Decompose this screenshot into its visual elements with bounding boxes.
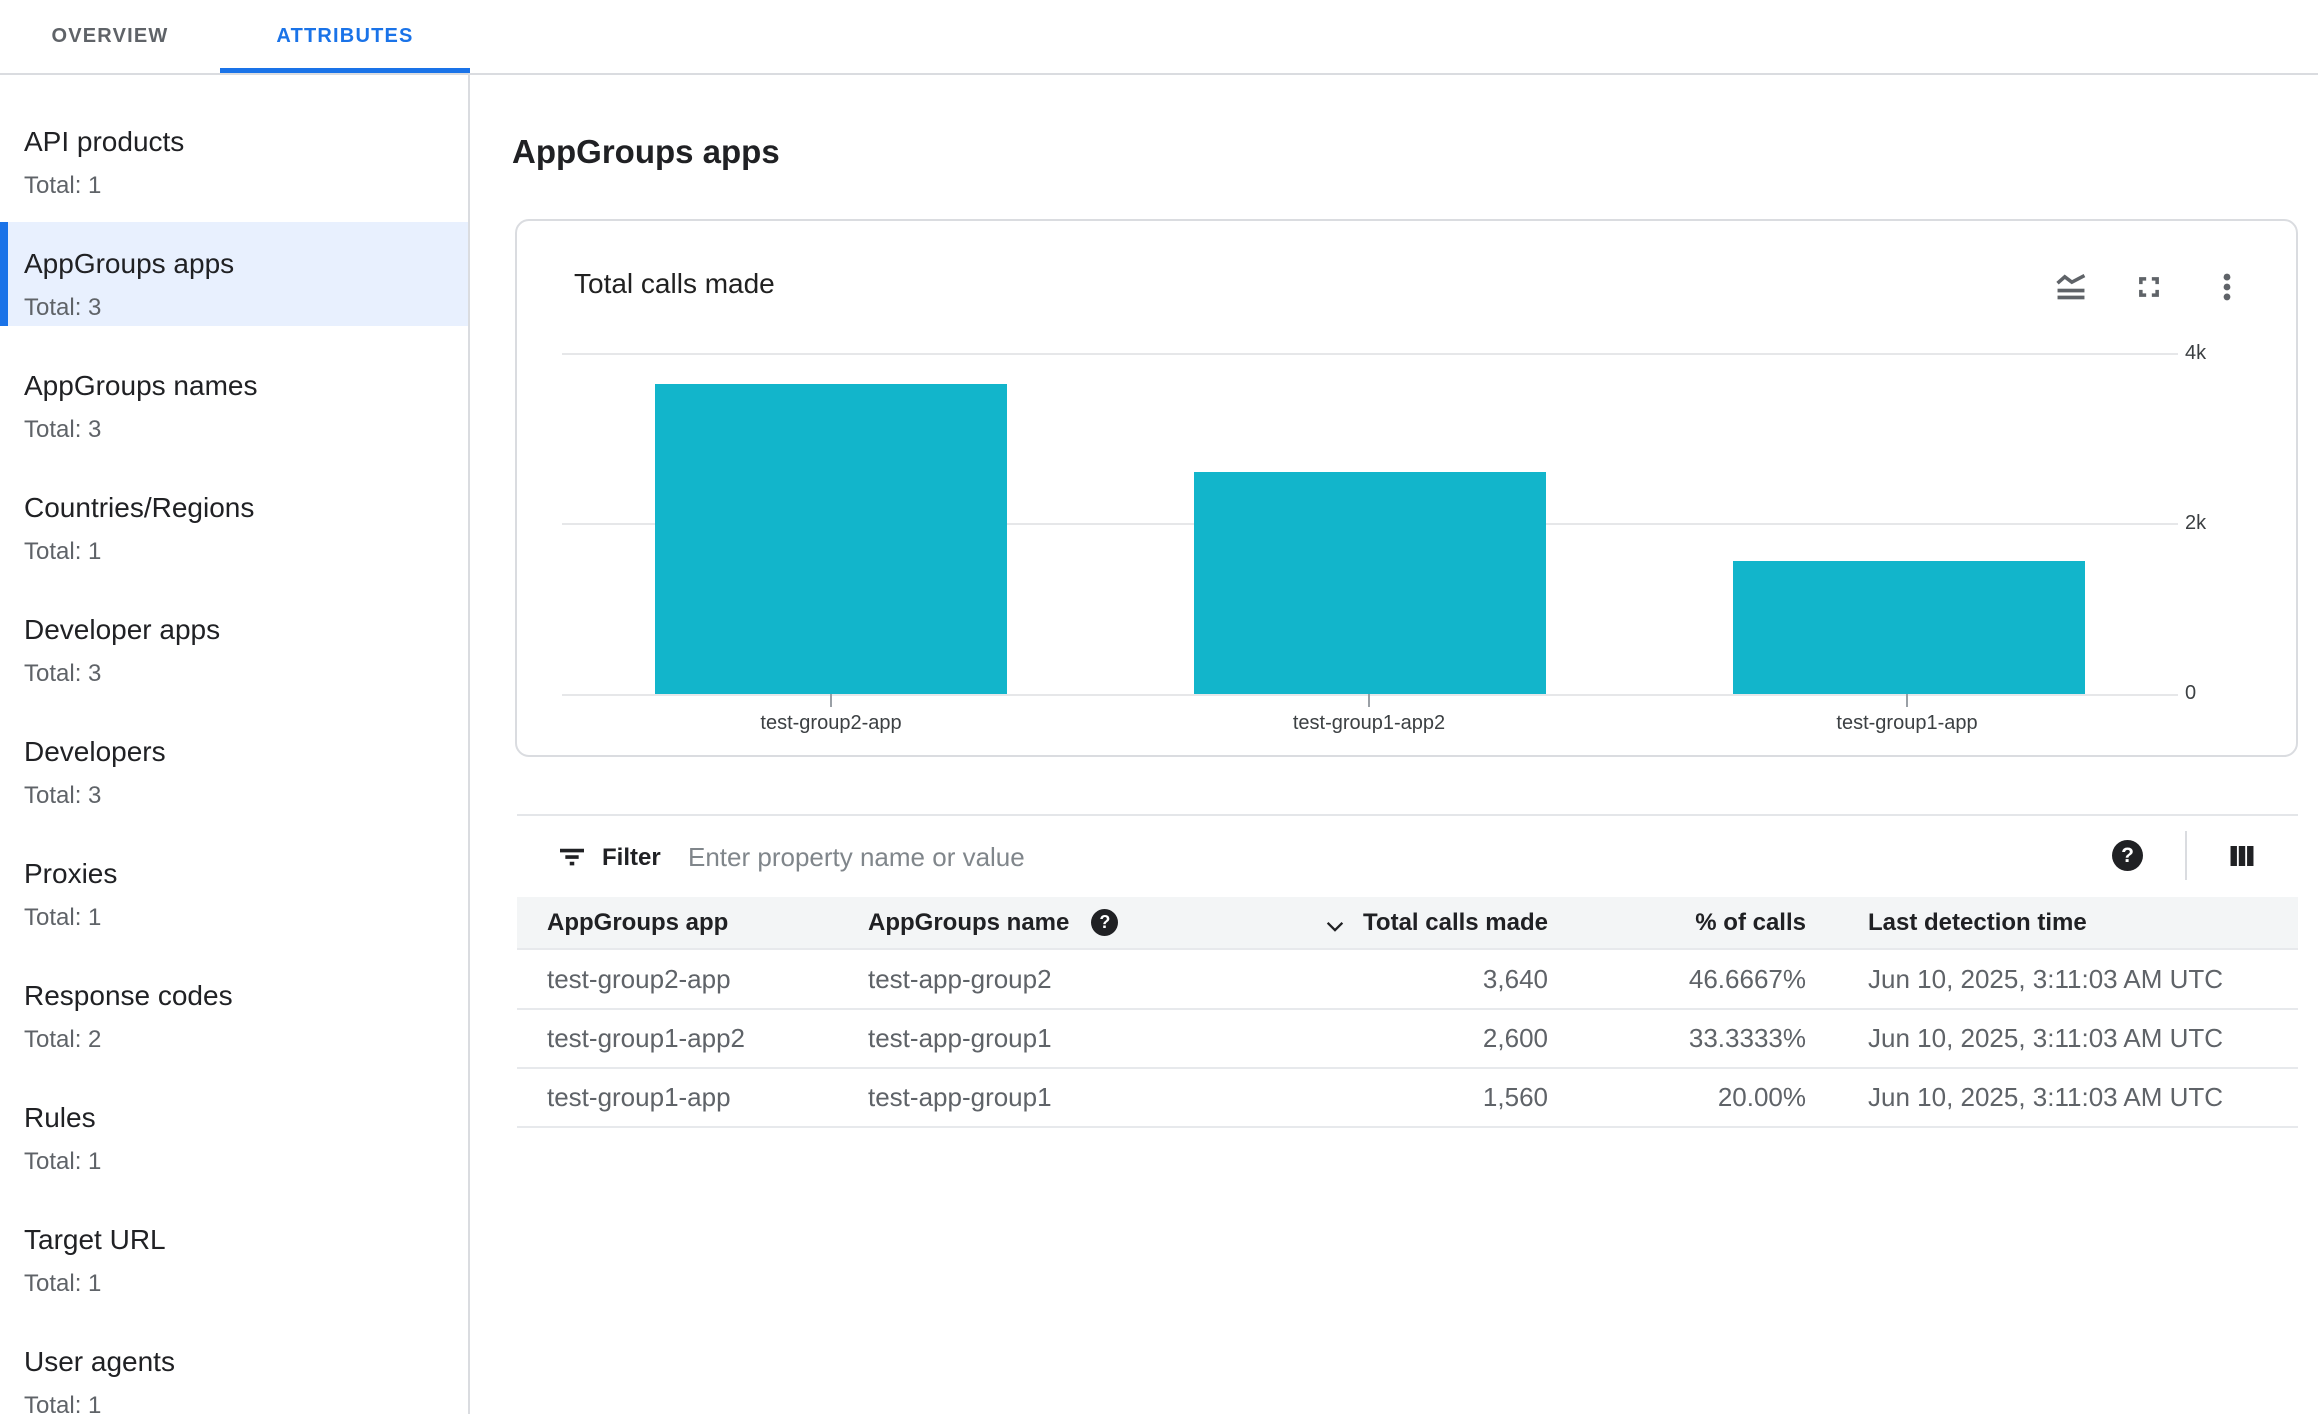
bar-test-group2-app xyxy=(655,384,1007,694)
column-header-appgroups-name[interactable]: AppGroups name ? xyxy=(868,897,1119,948)
column-header-last-detection-time[interactable]: Last detection time xyxy=(1868,908,2087,936)
filter-input[interactable] xyxy=(688,836,1988,878)
sidebar-item-label: Response codes xyxy=(24,980,233,1011)
x-axis-tick xyxy=(1906,694,1908,707)
appgroups-name-help-icon[interactable]: ? xyxy=(1091,909,1119,936)
gridline-4k xyxy=(562,353,2178,355)
cell-appgroups-name: test-app-group1 xyxy=(868,1023,1052,1053)
cell-appgroups-app: test-group2-app xyxy=(547,963,731,994)
cell-total-calls: 1,560 xyxy=(1482,1082,1548,1112)
cell-last-detection-time: Jun 10, 2025, 3:11:03 AM UTC xyxy=(1868,1023,2224,1053)
sidebar-item-total: Total: 2 xyxy=(24,1026,102,1053)
cell-pct-of-calls: 33.3333% xyxy=(1688,1023,1806,1053)
sidebar-item-label: Developer apps xyxy=(24,614,221,645)
divider xyxy=(517,814,2298,816)
chart-type-icon[interactable] xyxy=(2052,268,2090,306)
cell-last-detection-time: Jun 10, 2025, 3:11:03 AM UTC xyxy=(1868,1082,2224,1112)
x-axis-category-label: test-group1-app xyxy=(1836,712,1978,734)
cell-pct-of-calls: 46.6667% xyxy=(1688,963,1806,994)
sidebar-item-developers[interactable]: Developers Total: 3 xyxy=(0,710,468,814)
y-axis-tick-label: 4k xyxy=(2185,342,2207,364)
table-row: test-group1-app test-app-group1 1,560 20… xyxy=(517,1069,2298,1128)
x-axis-baseline xyxy=(562,694,2178,696)
chart-actions xyxy=(2052,268,2246,306)
sidebar-item-total: Total: 3 xyxy=(24,782,102,809)
sidebar-item-label: Countries/Regions xyxy=(24,492,255,523)
column-display-icon[interactable] xyxy=(2226,840,2258,872)
column-header-label: Total calls made xyxy=(1363,908,1548,936)
x-axis-category-label: test-group1-app2 xyxy=(1292,712,1446,734)
cell-last-detection-time: Jun 10, 2025, 3:11:03 AM UTC xyxy=(1868,963,2224,994)
bar-test-group1-app2 xyxy=(1194,472,1546,694)
cell-appgroups-app: test-group1-app xyxy=(547,1082,731,1112)
column-header-pct-of-calls[interactable]: % of calls xyxy=(1695,908,1806,936)
cell-appgroups-name: test-app-group2 xyxy=(868,963,1052,994)
sidebar-item-total: Total: 1 xyxy=(24,1392,102,1414)
table-row: test-group1-app2 test-app-group1 2,600 3… xyxy=(517,1010,2298,1069)
cell-appgroups-app: test-group1-app2 xyxy=(547,1023,746,1053)
sidebar-item-total: Total: 3 xyxy=(24,294,102,321)
sidebar-item-api-products[interactable]: API products Total: 1 xyxy=(0,100,468,204)
filter-label: Filter xyxy=(602,844,661,871)
table-header-row: AppGroups app AppGroups name ? Total cal… xyxy=(517,897,2298,950)
total-calls-chart-card: Total calls made xyxy=(515,219,2298,757)
cell-appgroups-name: test-app-group1 xyxy=(868,1082,1052,1112)
divider xyxy=(2185,831,2187,880)
sidebar-item-total: Total: 1 xyxy=(24,172,102,199)
sidebar-item-label: AppGroups apps xyxy=(24,248,235,279)
sidebar-item-proxies[interactable]: Proxies Total: 1 xyxy=(0,832,468,936)
filter-icon xyxy=(556,841,588,873)
sidebar-item-appgroups-apps[interactable]: AppGroups apps Total: 3 xyxy=(0,222,468,326)
cell-total-calls: 2,600 xyxy=(1482,1023,1548,1053)
y-axis-tick-label: 0 xyxy=(2185,682,2197,704)
sidebar-item-label: User agents xyxy=(24,1346,175,1377)
sidebar-item-label: API products xyxy=(24,126,185,157)
sidebar-item-label: AppGroups names xyxy=(24,370,258,401)
sidebar-item-total: Total: 1 xyxy=(24,1148,102,1175)
x-axis-tick xyxy=(830,694,832,707)
sidebar-item-total: Total: 3 xyxy=(24,416,102,443)
sidebar-item-user-agents[interactable]: User agents Total: 1 xyxy=(0,1320,468,1414)
sidebar-item-rules[interactable]: Rules Total: 1 xyxy=(0,1076,468,1180)
fullscreen-icon[interactable] xyxy=(2130,268,2168,306)
tab-overview[interactable]: OVERVIEW xyxy=(51,25,169,47)
sidebar-item-developer-apps[interactable]: Developer apps Total: 3 xyxy=(0,588,468,692)
chart-title: Total calls made xyxy=(574,268,775,299)
sidebar-item-response-codes[interactable]: Response codes Total: 2 xyxy=(0,954,468,1058)
sidebar-item-total: Total: 3 xyxy=(24,660,102,687)
bar-test-group1-app xyxy=(1733,561,2085,694)
column-header-total-calls-made[interactable]: Total calls made xyxy=(1321,897,1548,948)
sort-descending-icon xyxy=(1321,909,1349,937)
cell-pct-of-calls: 20.00% xyxy=(1717,1082,1806,1112)
column-header-label: AppGroups name xyxy=(868,908,1070,936)
column-header-appgroups-app[interactable]: AppGroups app xyxy=(547,908,729,936)
sidebar-item-countries-regions[interactable]: Countries/Regions Total: 1 xyxy=(0,466,468,570)
sidebar-item-target-url[interactable]: Target URL Total: 1 xyxy=(0,1198,468,1302)
tab-attributes[interactable]: ATTRIBUTES xyxy=(276,25,414,47)
cell-total-calls: 3,640 xyxy=(1482,963,1548,994)
filter-help-icon[interactable]: ? xyxy=(2112,840,2143,871)
attributes-sidebar: API products Total: 1 AppGroups apps Tot… xyxy=(0,75,470,1414)
sidebar-item-label: Target URL xyxy=(24,1224,166,1255)
tab-bar: OVERVIEW ATTRIBUTES xyxy=(0,0,2318,75)
sidebar-item-total: Total: 1 xyxy=(24,904,102,931)
sidebar-item-label: Rules xyxy=(24,1102,96,1133)
table-row: test-group2-app test-app-group2 3,640 46… xyxy=(517,950,2298,1010)
x-axis-category-label: test-group2-app xyxy=(760,712,902,734)
sidebar-item-total: Total: 1 xyxy=(24,1270,102,1297)
y-axis-tick-label: 2k xyxy=(2185,512,2207,534)
active-tab-underline xyxy=(220,68,470,73)
more-vert-icon[interactable] xyxy=(2208,268,2246,306)
x-axis-tick xyxy=(1368,694,1370,707)
sidebar-item-appgroups-names[interactable]: AppGroups names Total: 3 xyxy=(0,344,468,448)
page-title: AppGroups apps xyxy=(512,133,780,170)
sidebar-item-total: Total: 1 xyxy=(24,538,102,565)
sidebar-item-label: Proxies xyxy=(24,858,118,889)
sidebar-item-label: Developers xyxy=(24,736,166,767)
